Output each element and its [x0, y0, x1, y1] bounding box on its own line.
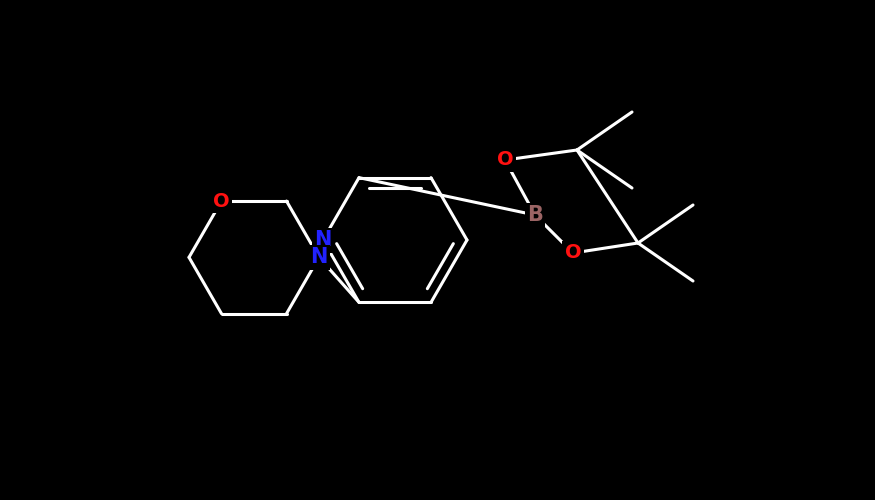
Text: O: O — [497, 150, 514, 170]
Text: B: B — [527, 205, 542, 225]
Text: N: N — [314, 230, 332, 250]
Text: N: N — [311, 248, 328, 268]
Text: O: O — [214, 192, 230, 210]
Text: O: O — [564, 244, 581, 262]
